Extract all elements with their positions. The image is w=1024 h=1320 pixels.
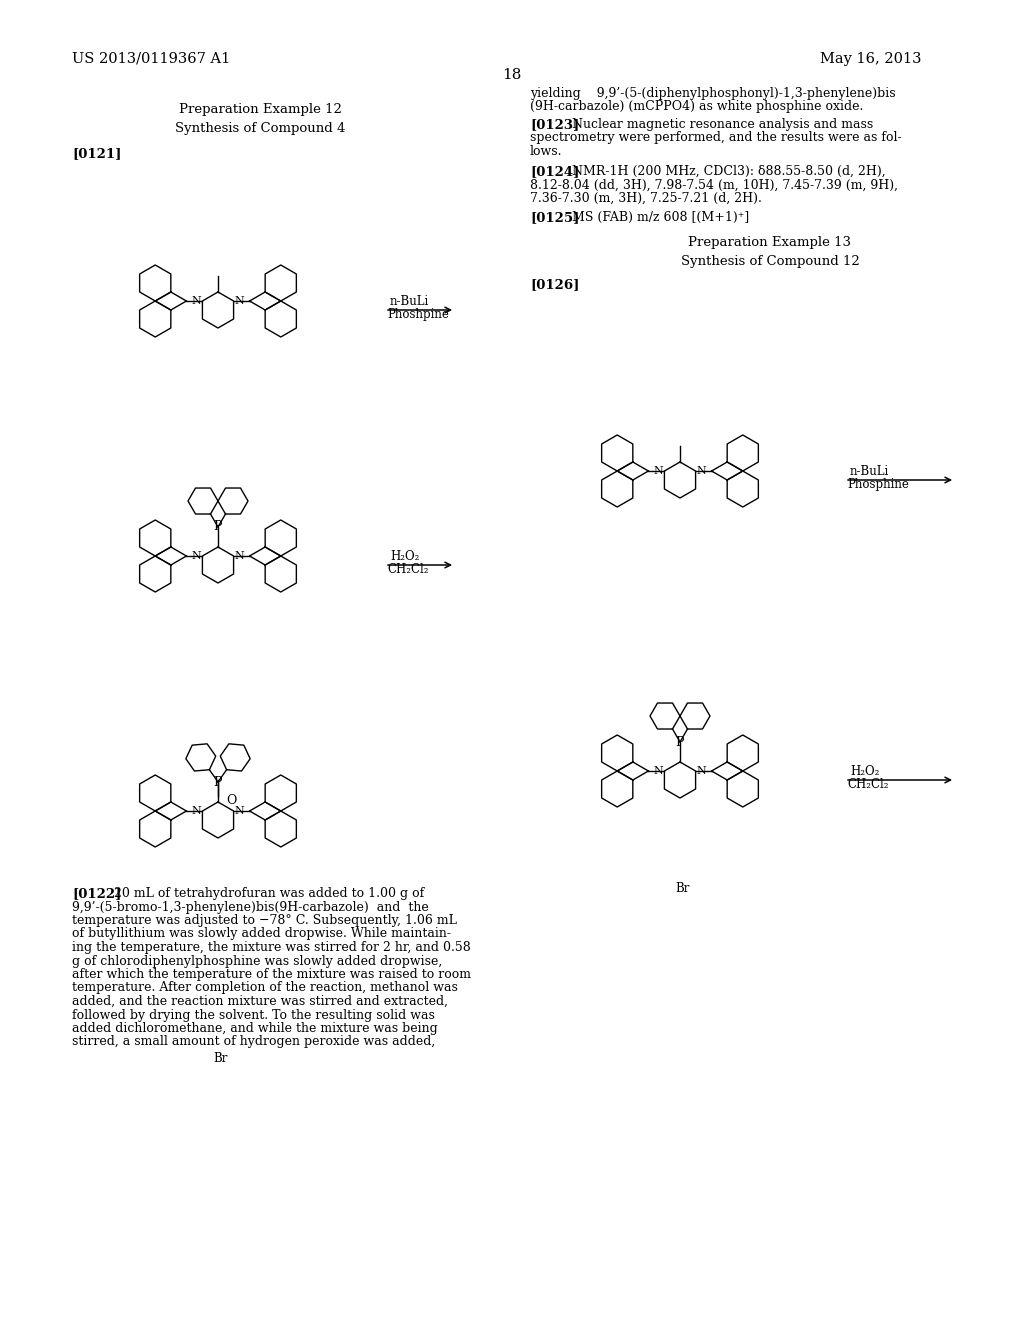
Text: Preparation Example 13: Preparation Example 13 [688, 236, 852, 249]
Text: CH₂Cl₂: CH₂Cl₂ [847, 777, 889, 791]
Text: Nuclear magnetic resonance analysis and mass: Nuclear magnetic resonance analysis and … [572, 117, 873, 131]
Text: of butyllithium was slowly added dropwise. While maintain-: of butyllithium was slowly added dropwis… [72, 928, 451, 940]
Text: Synthesis of Compound 12: Synthesis of Compound 12 [681, 255, 859, 268]
Text: n-BuLi: n-BuLi [390, 294, 429, 308]
Text: P: P [676, 735, 684, 748]
Text: [0121]: [0121] [72, 147, 122, 160]
Text: temperature was adjusted to −78° C. Subsequently, 1.06 mL: temperature was adjusted to −78° C. Subs… [72, 913, 457, 927]
Text: n-BuLi: n-BuLi [850, 465, 889, 478]
Text: N: N [697, 766, 707, 776]
Text: [0125]: [0125] [530, 211, 580, 224]
Text: 9,9’-(5-bromo-1,3-phenylene)bis(9H-carbazole)  and  the: 9,9’-(5-bromo-1,3-phenylene)bis(9H-carba… [72, 900, 429, 913]
Text: H₂O₂: H₂O₂ [850, 766, 880, 777]
Text: [0124]: [0124] [530, 165, 580, 178]
Text: (9H-carbazole) (mCPPO4) as white phosphine oxide.: (9H-carbazole) (mCPPO4) as white phosphi… [530, 100, 863, 114]
Text: added, and the reaction mixture was stirred and extracted,: added, and the reaction mixture was stir… [72, 995, 449, 1008]
Text: ing the temperature, the mixture was stirred for 2 hr, and 0.58: ing the temperature, the mixture was sti… [72, 941, 471, 954]
Text: N: N [191, 807, 201, 816]
Text: added dichloromethane, and while the mixture was being: added dichloromethane, and while the mix… [72, 1022, 437, 1035]
Text: after which the temperature of the mixture was raised to room: after which the temperature of the mixtu… [72, 968, 471, 981]
Text: NMR-1H (200 MHz, CDCl3): δ88.55-8.50 (d, 2H),: NMR-1H (200 MHz, CDCl3): δ88.55-8.50 (d,… [572, 165, 886, 178]
Text: N: N [697, 466, 707, 477]
Text: Br: Br [675, 882, 689, 895]
Text: P: P [214, 776, 222, 788]
Text: N: N [191, 550, 201, 561]
Text: yielding    9,9’-(5-(diphenylphosphonyl)-1,3-phenylene)bis: yielding 9,9’-(5-(diphenylphosphonyl)-1,… [530, 87, 896, 100]
Text: MS (FAB) m/z 608 [(M+1)⁺]: MS (FAB) m/z 608 [(M+1)⁺] [572, 211, 750, 224]
Text: 7.36-7.30 (m, 3H), 7.25-7.21 (d, 2H).: 7.36-7.30 (m, 3H), 7.25-7.21 (d, 2H). [530, 191, 762, 205]
Text: 20 mL of tetrahydrofuran was added to 1.00 g of: 20 mL of tetrahydrofuran was added to 1.… [114, 887, 424, 900]
Text: N: N [653, 766, 664, 776]
Text: Phoshpine: Phoshpine [387, 308, 449, 321]
Text: N: N [653, 466, 664, 477]
Text: [0126]: [0126] [530, 279, 580, 290]
Text: May 16, 2013: May 16, 2013 [820, 51, 922, 66]
Text: [0122]: [0122] [72, 887, 122, 900]
Text: g of chlorodiphenylphosphine was slowly added dropwise,: g of chlorodiphenylphosphine was slowly … [72, 954, 442, 968]
Text: N: N [191, 296, 201, 306]
Text: 8.12-8.04 (dd, 3H), 7.98-7.54 (m, 10H), 7.45-7.39 (m, 9H),: 8.12-8.04 (dd, 3H), 7.98-7.54 (m, 10H), … [530, 178, 898, 191]
Text: [0123]: [0123] [530, 117, 580, 131]
Text: Synthesis of Compound 4: Synthesis of Compound 4 [175, 121, 345, 135]
Text: Br: Br [213, 1052, 227, 1065]
Text: O: O [226, 793, 237, 807]
Text: stirred, a small amount of hydrogen peroxide was added,: stirred, a small amount of hydrogen pero… [72, 1035, 435, 1048]
Text: N: N [234, 550, 245, 561]
Text: spectrometry were performed, and the results were as fol-: spectrometry were performed, and the res… [530, 132, 901, 144]
Text: N: N [234, 807, 245, 816]
Text: Phosphine: Phosphine [847, 478, 909, 491]
Text: Preparation Example 12: Preparation Example 12 [178, 103, 341, 116]
Text: US 2013/0119367 A1: US 2013/0119367 A1 [72, 51, 230, 66]
Text: CH₂Cl₂: CH₂Cl₂ [387, 564, 428, 576]
Text: followed by drying the solvent. To the resulting solid was: followed by drying the solvent. To the r… [72, 1008, 435, 1022]
Text: 18: 18 [503, 69, 521, 82]
Text: P: P [214, 520, 222, 533]
Text: H₂O₂: H₂O₂ [390, 550, 420, 564]
Text: temperature. After completion of the reaction, methanol was: temperature. After completion of the rea… [72, 982, 458, 994]
Text: N: N [234, 296, 245, 306]
Text: lows.: lows. [530, 145, 562, 158]
